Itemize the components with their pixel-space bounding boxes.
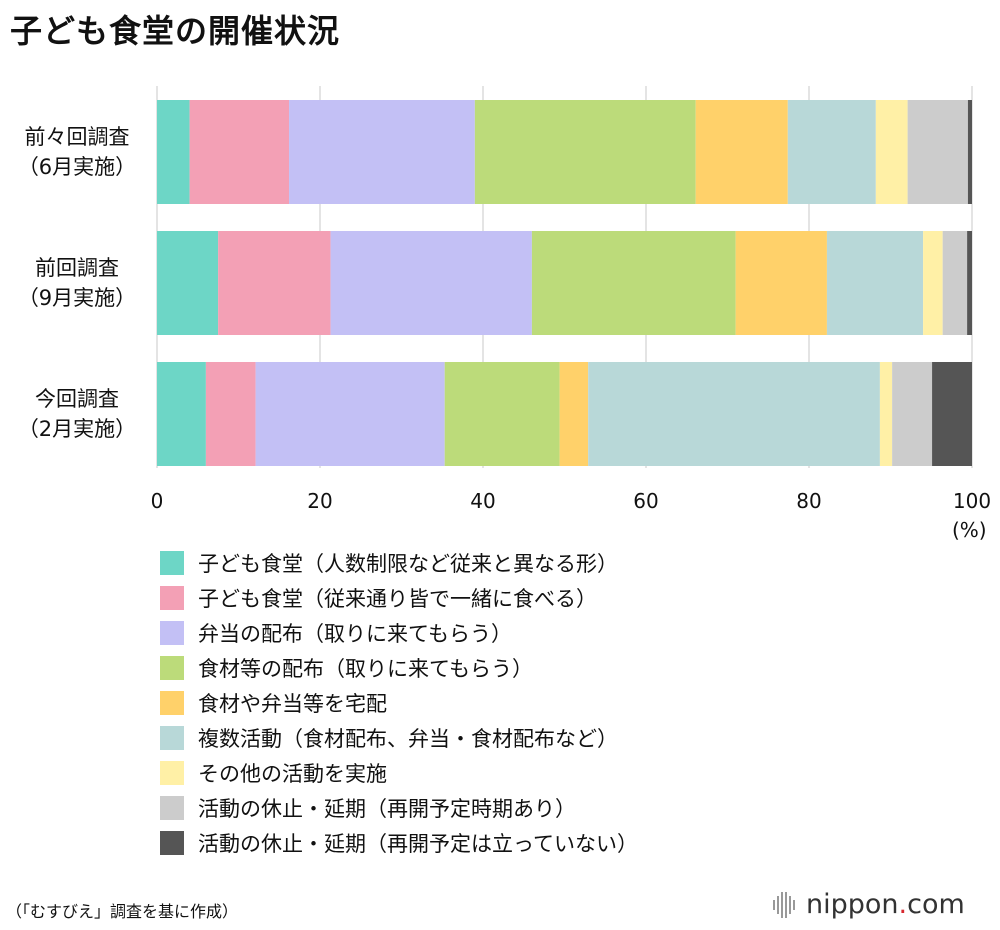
category-label-line1: 前回調査 — [35, 256, 119, 280]
x-axis-ticks: 0 20 40 60 80 100 — [151, 489, 991, 513]
legend-label: 食材等の配布（取りに来てもらう） — [198, 656, 533, 681]
x-tick-label: 20 — [307, 489, 332, 513]
legend-label: 子ども食堂（従来通り皆で一緒に食べる） — [198, 586, 597, 611]
bar-segment-r2-s3 — [444, 362, 560, 466]
legend-item: 食材等の配布（取りに来てもらう） — [160, 650, 638, 685]
legend-swatch — [160, 795, 184, 820]
bar-segment-r2-s8 — [932, 362, 972, 466]
x-tick-label: 80 — [796, 489, 821, 513]
bar-segment-r1-s1 — [218, 231, 331, 335]
x-tick-label: 40 — [470, 489, 495, 513]
legend-item: 子ども食堂（従来通り皆で一緒に食べる） — [160, 580, 638, 615]
legend-label: 弁当の配布（取りに来てもらう） — [198, 621, 512, 646]
category-label-line2: （6月実施） — [17, 155, 137, 179]
legend-item: 複数活動（食材配布、弁当・食材配布など） — [160, 720, 638, 755]
bar-segment-r1-s6 — [923, 231, 943, 335]
legend-label: 子ども食堂（人数制限など従来と異なる形） — [198, 551, 618, 576]
bar-segment-r2-s5 — [588, 362, 880, 466]
logo-suffix: com — [907, 889, 965, 920]
legend-swatch — [160, 830, 184, 855]
category-label-line2: （9月実施） — [17, 286, 137, 310]
bar-segment-r1-s4 — [735, 231, 827, 335]
bar-segment-r2-s2 — [255, 362, 445, 466]
stacked-bar-chart: 0 20 40 60 80 100 — [151, 86, 991, 513]
bar-segment-r0-s1 — [189, 100, 290, 204]
brand-logo: nippon. com — [772, 889, 965, 920]
category-label: 前回調査 （9月実施） — [2, 253, 152, 313]
bar-segment-r0-s5 — [787, 100, 876, 204]
bar-segment-r0-s6 — [875, 100, 908, 204]
legend-swatch — [160, 655, 184, 680]
bar-segment-r2-s7 — [892, 362, 933, 466]
unit-label: (%) — [952, 518, 987, 542]
bar-segment-r0-s0 — [157, 100, 190, 204]
category-label-line1: 今回調査 — [35, 387, 119, 411]
legend-label: 活動の休止・延期（再開予定は立っていない） — [198, 831, 638, 856]
bar-segment-r0-s2 — [289, 100, 475, 204]
legend-label: 複数活動（食材配布、弁当・食材配布など） — [198, 726, 618, 751]
source-note: （「むすびえ」調査を基に作成） — [6, 902, 239, 921]
bar-segment-r0-s8 — [967, 100, 972, 204]
bar-segment-r2-s6 — [879, 362, 893, 466]
legend-item: 子ども食堂（人数制限など従来と異なる形） — [160, 545, 638, 580]
legend-label: 食材や弁当等を宅配 — [198, 691, 387, 716]
bar-segment-r0-s7 — [907, 100, 968, 204]
category-label-line1: 前々回調査 — [24, 125, 130, 149]
legend-label: その他の活動を実施 — [198, 761, 387, 786]
bar-segment-r2-s4 — [559, 362, 589, 466]
bar-segment-r2-s1 — [205, 362, 256, 466]
bar-segment-r1-s5 — [826, 231, 924, 335]
bar-segment-r0-s4 — [695, 100, 788, 204]
bar-segment-r1-s8 — [967, 231, 972, 335]
category-label: 今回調査 （2月実施） — [2, 384, 152, 444]
legend-swatch — [160, 690, 184, 715]
x-tick-label: 60 — [633, 489, 658, 513]
legend-item: 弁当の配布（取りに来てもらう） — [160, 615, 638, 650]
x-tick-label: 100 — [953, 489, 991, 513]
bar-segment-r1-s0 — [157, 231, 219, 335]
logo-name: nippon — [806, 889, 899, 920]
bar-segment-r1-s2 — [330, 231, 532, 335]
chart-title: 子ども食堂の開催状況 — [10, 12, 341, 50]
legend-item: 活動の休止・延期（再開予定時期あり） — [160, 790, 638, 825]
category-label: 前々回調査 （6月実施） — [2, 122, 152, 182]
logo-bars-icon — [773, 891, 795, 918]
logo-dot: . — [898, 889, 908, 920]
bar-segment-r2-s0 — [157, 362, 206, 466]
legend-item: 食材や弁当等を宅配 — [160, 685, 638, 720]
legend-item: 活動の休止・延期（再開予定は立っていない） — [160, 825, 638, 860]
legend-swatch — [160, 620, 184, 645]
legend-swatch — [160, 760, 184, 785]
legend: 子ども食堂（人数制限など従来と異なる形） 子ども食堂（従来通り皆で一緒に食べる） 弁… — [160, 545, 638, 860]
bar-segment-r1-s3 — [531, 231, 736, 335]
bar-segment-r1-s7 — [942, 231, 968, 335]
legend-label: 活動の休止・延期（再開予定時期あり） — [198, 796, 576, 821]
legend-swatch — [160, 725, 184, 750]
x-tick-label: 0 — [151, 489, 164, 513]
legend-swatch — [160, 550, 184, 575]
legend-swatch — [160, 585, 184, 610]
bar-group — [157, 100, 972, 466]
bar-segment-r0-s3 — [474, 100, 696, 204]
category-label-line2: （2月実施） — [17, 417, 137, 441]
legend-item: その他の活動を実施 — [160, 755, 638, 790]
